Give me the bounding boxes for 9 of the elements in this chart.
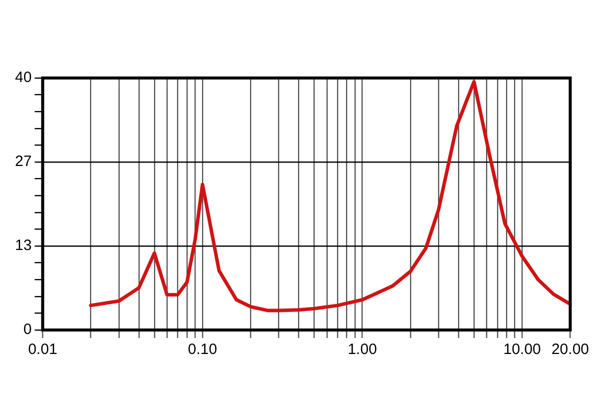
x-tick-label: 10.00 bbox=[503, 341, 541, 358]
x-tick-label: 20.00 bbox=[551, 341, 590, 358]
x-tick-label: 0.01 bbox=[28, 341, 58, 358]
y-tick-label: 40 bbox=[14, 69, 32, 86]
y-tick-label: 0 bbox=[23, 321, 32, 338]
y-tick-label: 13 bbox=[14, 237, 32, 254]
x-tick-label: 0.10 bbox=[188, 341, 218, 358]
x-tick-label: 1.00 bbox=[348, 341, 377, 358]
y-tick-label: 27 bbox=[14, 153, 32, 170]
